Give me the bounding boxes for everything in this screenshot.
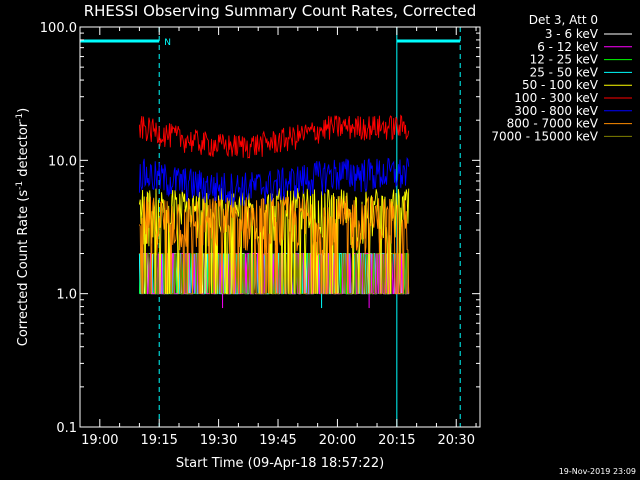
- series-line-5: [138, 114, 410, 159]
- legend-label: 3 - 6 keV: [545, 27, 599, 41]
- y-axis-label: Corrected Count Rate (s-1 detector-1): [15, 108, 31, 346]
- y-axis: 0.1 1.0 10.0 100.0: [40, 21, 480, 436]
- x-tick-label: 20:30: [438, 433, 475, 448]
- x-axis: 19:00 19:15 19:30 19:45 20:00 20:15 20:30: [79, 27, 477, 448]
- x-axis-label: Start Time (09-Apr-18 18:57:22): [176, 456, 384, 471]
- series-line-6: [138, 156, 410, 208]
- y-tick-label: 10.0: [48, 154, 77, 169]
- x-tick-label: 19:30: [200, 433, 237, 448]
- series-line-7: [139, 195, 410, 295]
- legend-title: Det 3, Att 0: [529, 13, 598, 27]
- legend-label: 6 - 12 keV: [537, 40, 599, 54]
- y-tick-label: 0.1: [56, 421, 77, 436]
- legend-label: 50 - 100 keV: [522, 78, 599, 92]
- legend-label: 25 - 50 keV: [530, 65, 599, 79]
- x-tick-label: 19:45: [259, 433, 296, 448]
- y-tick-label: 100.0: [40, 21, 77, 36]
- x-tick-label: 20:00: [319, 433, 356, 448]
- x-tick-label: 19:15: [140, 433, 177, 448]
- plot-frame: [79, 26, 481, 428]
- legend-label: 800 - 7000 keV: [507, 117, 599, 131]
- legend-label: 100 - 300 keV: [514, 91, 598, 105]
- x-tick-label: 19:00: [81, 433, 118, 448]
- x-tick-label: 20:15: [378, 433, 415, 448]
- legend-label: 12 - 25 keV: [530, 53, 599, 67]
- legend-label: 300 - 800 keV: [514, 104, 598, 118]
- chart-title: RHESSI Observing Summary Count Rates, Co…: [84, 2, 477, 20]
- legend-label: 7000 - 15000 keV: [491, 129, 598, 143]
- y-tick-label: 1.0: [56, 288, 77, 303]
- saa-flag-label: N: [164, 38, 171, 48]
- footer-timestamp: 19-Nov-2019 23:09: [559, 467, 636, 476]
